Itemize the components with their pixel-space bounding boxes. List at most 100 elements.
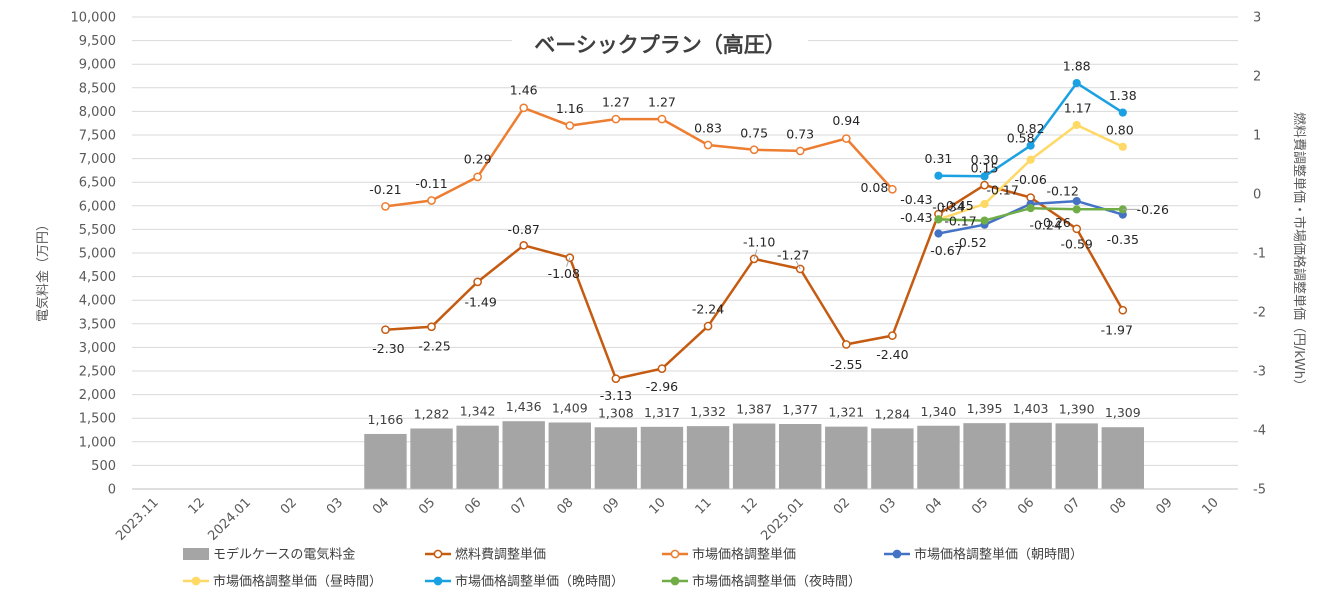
line-value-label: -2.30 xyxy=(372,341,404,356)
bar-value-label: 1,308 xyxy=(598,405,634,420)
data-point xyxy=(795,264,805,274)
line-value-label: 1.27 xyxy=(602,95,630,110)
x-tick-label: 04 xyxy=(370,495,392,517)
line-value-label: 0.15 xyxy=(971,161,999,176)
bar-value-label: 1,395 xyxy=(967,401,1003,416)
line-value-label: -0.34 xyxy=(932,200,964,215)
y-left-tick-label: 3,000 xyxy=(79,341,116,356)
y-left-tick-label: 1,000 xyxy=(79,435,116,450)
bar xyxy=(456,425,499,489)
legend-label: 市場価格調整単価（昼時間） xyxy=(213,574,382,590)
line-value-label: 0.31 xyxy=(925,151,953,166)
line-value-label: 1.38 xyxy=(1109,88,1137,103)
line-value-label: -2.40 xyxy=(876,347,908,362)
line-value-label: -0.24 xyxy=(1029,218,1061,233)
x-tick-label: 05 xyxy=(969,495,991,517)
data-point xyxy=(980,180,989,190)
label-leader-line xyxy=(795,261,801,270)
y-left-tick-label: 1,500 xyxy=(79,412,116,427)
bar-value-label: 1,282 xyxy=(414,406,450,421)
x-tick-label: 06 xyxy=(1015,495,1037,517)
line-value-label: -0.21 xyxy=(369,182,401,197)
y-left-tick-label: 7,500 xyxy=(79,129,116,144)
legend-swatch-marker xyxy=(433,549,443,559)
bar xyxy=(548,422,591,489)
x-tick-label: 08 xyxy=(554,495,576,517)
y-axis-right-label: 燃料費調整単価・市場価格調整単価（円/kWh） xyxy=(1291,112,1307,392)
data-point xyxy=(841,134,851,143)
data-point xyxy=(795,146,805,156)
data-point xyxy=(657,364,667,373)
bar-value-label: 1,321 xyxy=(828,405,864,420)
y-right-tick-label: -4 xyxy=(1253,424,1266,439)
y-left-tick-label: 7,000 xyxy=(79,152,116,167)
line-value-label: -0.11 xyxy=(415,176,447,191)
bar-value-label: 1,317 xyxy=(644,405,680,420)
data-point xyxy=(427,322,436,332)
legend-label: 市場価格調整単価（夜時間） xyxy=(692,574,861,590)
y-right-tick-label: 0 xyxy=(1253,188,1261,203)
y-right-tick-label: 2 xyxy=(1253,70,1261,85)
bar xyxy=(410,428,453,489)
data-point xyxy=(888,331,897,340)
x-tick-label: 10 xyxy=(1199,495,1221,517)
y-left-tick-label: 500 xyxy=(91,459,116,474)
data-point xyxy=(611,374,621,384)
line-value-label: -0.43 xyxy=(900,192,932,207)
data-point xyxy=(473,277,482,287)
y-right-tick-label: -2 xyxy=(1253,306,1266,321)
y-left-tick-label: 2,000 xyxy=(79,388,116,403)
label-leader-line xyxy=(566,257,571,267)
data-point xyxy=(1072,224,1082,234)
bar xyxy=(917,425,960,489)
bar-value-label: 1,436 xyxy=(506,399,542,414)
data-point xyxy=(1072,78,1081,88)
y-left-tick-label: 8,000 xyxy=(79,105,116,120)
x-tick-label: 2024.01 xyxy=(205,495,254,544)
y-left-tick-label: 2,500 xyxy=(79,365,116,380)
bars xyxy=(364,421,1144,489)
line-value-label: -0.17 xyxy=(944,214,976,229)
y-left-tick-label: 4,000 xyxy=(79,294,116,309)
line-value-label: -0.87 xyxy=(508,222,540,237)
y-left-tick-label: 9,500 xyxy=(79,34,116,49)
legend-swatch-marker xyxy=(191,576,201,586)
line-value-label: 0.94 xyxy=(832,113,860,128)
data-point xyxy=(703,140,713,150)
y-axis-left-label: 電気料金（万円） xyxy=(35,218,51,322)
line-value-label: -3.13 xyxy=(600,388,632,403)
y-right-tick-label: 1 xyxy=(1253,129,1261,144)
x-tick-label: 03 xyxy=(877,495,899,517)
bar-value-label: 1,284 xyxy=(874,406,910,421)
bar-value-label: 1,377 xyxy=(782,402,818,417)
gridlines xyxy=(132,16,1238,490)
y-left-tick-label: 5,000 xyxy=(79,247,116,262)
line-value-label: -2.24 xyxy=(692,302,724,317)
line-value-label: -1.27 xyxy=(777,247,809,262)
y-left-tick-label: 5,500 xyxy=(79,223,116,238)
bar xyxy=(1009,422,1052,489)
y-right-tick-label: -3 xyxy=(1253,365,1266,380)
legend-swatch-marker xyxy=(670,576,680,586)
x-tick-label: 07 xyxy=(1061,495,1083,517)
legend: モデルケースの電気料金 燃料費調整単価 市場価格調整単価 市場価格調整単価（朝時間） 市… xyxy=(183,547,1083,590)
data-point xyxy=(934,215,943,224)
y-left-tick-label: 6,500 xyxy=(79,176,116,191)
bar-value-label: 1,390 xyxy=(1059,401,1095,416)
x-tick-label: 10 xyxy=(646,495,668,517)
legend-label: 市場価格調整単価（朝時間） xyxy=(914,547,1083,563)
legend-label: 市場価格調整単価 xyxy=(692,547,796,563)
line-value-label: -2.55 xyxy=(830,357,862,372)
bar-value-label: 1,403 xyxy=(1013,401,1049,416)
line-value-label: 1.17 xyxy=(1064,100,1092,115)
line-value-label: -0.45 xyxy=(941,198,973,213)
chart-title: ベーシックプラン（高圧） xyxy=(534,33,786,57)
legend-swatch-bar xyxy=(183,548,209,560)
x-tick-label: 12 xyxy=(739,495,761,517)
x-tick-label: 09 xyxy=(600,495,622,517)
data-point xyxy=(1026,155,1035,164)
data-point xyxy=(565,121,575,130)
bar xyxy=(871,428,914,489)
bar xyxy=(779,424,822,489)
